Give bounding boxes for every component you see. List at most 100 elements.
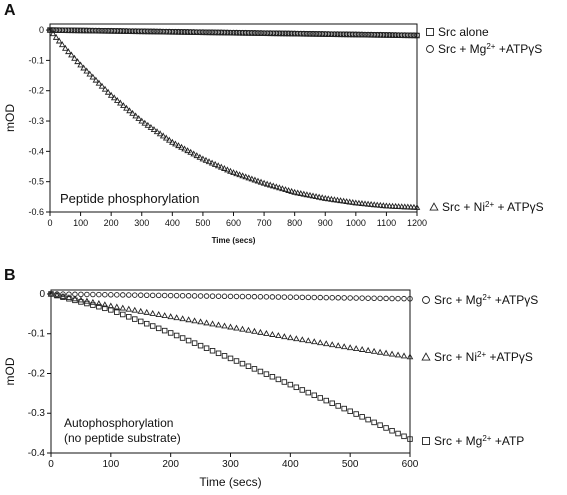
data-point <box>279 185 286 192</box>
data-point <box>167 292 174 299</box>
x-tick-label: 0 <box>47 218 52 228</box>
legend-entry: Src + Mg2+ +ATP <box>422 434 524 448</box>
data-point <box>356 31 362 38</box>
data-point <box>227 29 234 36</box>
data-point <box>54 292 60 299</box>
legend-marker-circle <box>426 45 434 53</box>
data-point <box>215 321 222 328</box>
data-point <box>48 291 54 297</box>
data-point <box>227 293 234 300</box>
data-point <box>359 414 365 420</box>
data-point <box>185 337 192 344</box>
data-point <box>74 27 81 34</box>
data-point <box>325 31 332 37</box>
data-point <box>117 99 124 106</box>
data-point <box>66 295 72 302</box>
data-point <box>80 64 87 71</box>
data-point <box>239 325 246 332</box>
data-point <box>224 29 231 36</box>
data-point <box>142 28 148 34</box>
data-point <box>340 343 348 350</box>
data-point <box>365 295 371 301</box>
series-circle <box>48 291 413 302</box>
data-point <box>191 317 198 324</box>
data-point <box>340 31 347 37</box>
panel-label: B <box>4 267 16 284</box>
data-point <box>279 30 286 36</box>
data-point <box>137 292 144 298</box>
data-point <box>162 134 170 141</box>
data-point <box>246 29 252 36</box>
data-point <box>299 387 306 393</box>
x-tick-label: 600 <box>402 459 419 470</box>
data-point <box>343 31 350 37</box>
legend-marker-triangle <box>429 202 439 211</box>
data-point <box>200 29 206 35</box>
data-point <box>291 188 298 195</box>
data-point <box>299 336 306 343</box>
data-point <box>374 31 380 38</box>
x-tick-label: 400 <box>165 218 180 228</box>
data-point <box>304 30 310 37</box>
data-point <box>190 29 197 35</box>
data-point <box>123 28 130 34</box>
data-point <box>181 145 188 152</box>
data-point <box>395 32 402 38</box>
data-point <box>78 299 84 305</box>
data-point <box>294 30 301 37</box>
data-point <box>269 182 277 189</box>
data-point <box>236 171 243 178</box>
y-tick-label: -0.2 <box>28 368 46 379</box>
data-point <box>172 28 179 35</box>
data-point <box>335 295 341 301</box>
data-point <box>65 294 73 301</box>
legend-marker-triangle <box>421 352 431 361</box>
data-point <box>361 200 369 207</box>
x-tick-label: 100 <box>102 459 119 470</box>
y-tick-label: -0.1 <box>28 329 46 340</box>
data-point <box>347 295 353 301</box>
data-point <box>129 28 136 34</box>
data-point <box>389 32 396 38</box>
data-point <box>251 366 258 372</box>
data-point <box>224 166 231 173</box>
data-point <box>306 191 314 198</box>
data-point <box>402 32 408 38</box>
legend-label: Src alone <box>438 25 489 39</box>
data-point <box>401 433 407 440</box>
data-point <box>105 27 111 34</box>
data-point <box>313 30 319 37</box>
data-point <box>104 88 112 95</box>
data-point <box>276 30 283 36</box>
data-point <box>367 200 375 207</box>
data-point <box>108 27 114 34</box>
data-point <box>114 28 121 34</box>
data-point <box>257 368 264 375</box>
data-point <box>276 184 283 191</box>
data-point <box>126 28 133 34</box>
data-point <box>395 295 401 302</box>
data-point <box>252 30 258 36</box>
legend-marker-square <box>422 437 430 445</box>
data-point <box>74 58 81 65</box>
x-tick-label: 200 <box>162 459 179 470</box>
data-point <box>282 30 289 37</box>
data-point <box>132 292 138 298</box>
data-point <box>266 181 274 188</box>
data-point <box>382 349 390 356</box>
data-point <box>317 395 324 401</box>
data-point <box>301 30 307 37</box>
data-point <box>71 295 79 302</box>
data-point <box>108 292 114 298</box>
data-point <box>102 291 108 298</box>
data-point <box>149 309 157 316</box>
data-point <box>377 201 384 208</box>
x-tick-label: 1200 <box>407 218 427 228</box>
series-circle <box>47 27 420 38</box>
data-point <box>161 312 168 319</box>
data-point <box>383 425 389 431</box>
data-point <box>101 85 109 92</box>
data-point <box>209 293 216 299</box>
data-point <box>341 405 347 412</box>
x-tick-label: 300 <box>222 459 239 470</box>
